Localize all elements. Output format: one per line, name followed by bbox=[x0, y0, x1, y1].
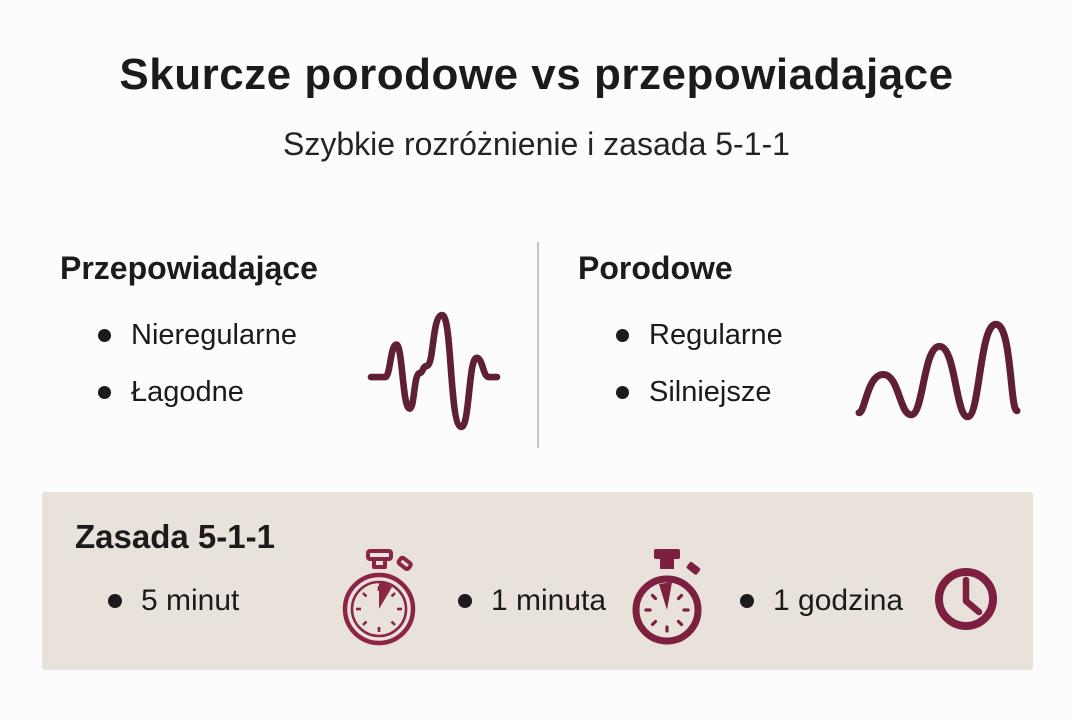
rule-item-1-godzina: 1 godzina bbox=[740, 584, 903, 618]
regular-wave-icon bbox=[855, 320, 1021, 421]
column-heading: Przepowiadające bbox=[60, 250, 318, 286]
bullet-dot bbox=[98, 329, 111, 342]
column-heading: Porodowe bbox=[578, 250, 733, 286]
page-subtitle: Szybkie rozróżnienie i zasada 5-1-1 bbox=[283, 125, 790, 162]
list-item: Nieregularne bbox=[98, 319, 510, 352]
page-title: Skurcze porodowe vs przepowiadające bbox=[119, 50, 954, 99]
bullet-dot bbox=[616, 386, 629, 399]
irregular-wave-icon bbox=[367, 311, 501, 431]
comparison-section: Przepowiadające Nieregularne Łagodne Por… bbox=[0, 240, 1073, 460]
list-item: Regularne bbox=[616, 319, 1038, 352]
stopwatch-outline-icon bbox=[342, 549, 416, 646]
bullet-label: Regularne bbox=[649, 319, 783, 351]
rule-item-label: 1 godzina bbox=[773, 584, 904, 617]
rule-heading: Zasada 5-1-1 bbox=[75, 518, 275, 555]
header: Skurcze porodowe vs przepowiadające Szyb… bbox=[0, 50, 1073, 163]
bullet-label: Nieregularne bbox=[131, 319, 298, 351]
column-przepowiadajace: Przepowiadające Nieregularne Łagodne bbox=[60, 250, 510, 433]
bullet-dot bbox=[98, 386, 111, 399]
bullet-label: Silniejsze bbox=[649, 376, 772, 408]
rule-item-label: 1 minuta bbox=[491, 584, 607, 617]
rule-item-1-minuta: 1 minuta bbox=[458, 584, 606, 618]
rule-item-5-minut: 5 minut bbox=[108, 584, 239, 618]
column-divider bbox=[537, 242, 539, 448]
bullet-dot bbox=[108, 594, 122, 608]
bullet-label: Łagodne bbox=[131, 376, 244, 408]
column-porodowe: Porodowe Regularne Silniejsze bbox=[578, 250, 1038, 433]
rule-item-label: 5 minut bbox=[141, 584, 240, 617]
bullet-dot bbox=[458, 594, 472, 608]
bullet-list: Regularne Silniejsze bbox=[616, 319, 1038, 409]
list-item: Silniejsze bbox=[616, 376, 1038, 409]
bullet-dot bbox=[740, 594, 754, 608]
bullet-list: Nieregularne Łagodne bbox=[98, 319, 510, 409]
stopwatch-filled-icon bbox=[632, 549, 702, 645]
clock-icon bbox=[935, 568, 997, 630]
list-item: Łagodne bbox=[98, 376, 510, 409]
bullet-dot bbox=[616, 329, 629, 342]
rule-panel: Zasada 5-1-1 5 minut bbox=[42, 492, 1033, 670]
